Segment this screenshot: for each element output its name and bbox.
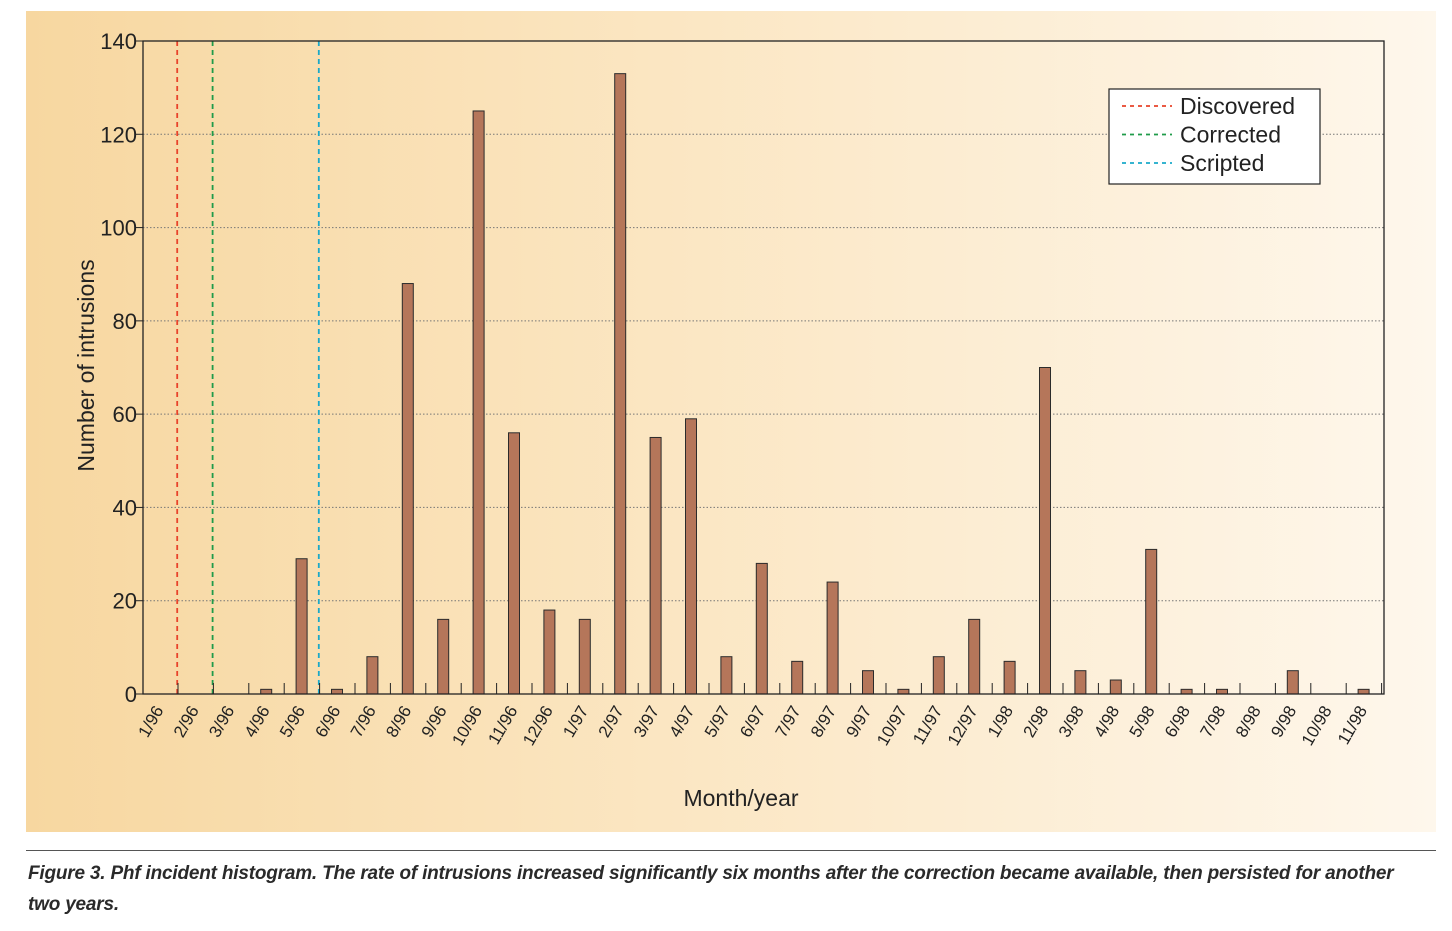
x-tick-label: 7/98 [1196,703,1229,741]
bar [791,660,804,695]
x-tick-label: 10/96 [448,703,486,749]
x-tick-label: 5/96 [276,703,309,741]
legend-label-corrected: Corrected [1180,122,1281,148]
x-tick-label: 5/97 [701,703,734,741]
y-tick-label: 0 [125,682,137,707]
x-tick-label: 8/98 [1232,703,1265,741]
x-tick-label: 9/97 [842,703,875,741]
bar [968,618,981,695]
x-tick-label: 1/96 [134,703,167,741]
bar [649,436,662,695]
bar [295,558,308,695]
legend-box [1108,88,1321,185]
y-tick-label: 60 [113,402,137,427]
x-tick-label: 4/97 [665,703,698,741]
x-tick-label: 11/97 [909,703,946,748]
x-tick-label: 6/97 [736,703,769,741]
figure-caption: Figure 3. Phf incident histogram. The ra… [28,863,1394,915]
x-tick-label: 11/98 [1334,703,1371,748]
x-tick-label: 4/96 [241,703,274,741]
bar [862,670,874,695]
bar [1145,548,1158,695]
x-tick-label: 8/97 [807,703,840,741]
bar [437,618,450,695]
x-tick-label: 2/98 [1019,703,1052,741]
x-tick-label: 4/98 [1090,703,1123,741]
y-tick-label: 20 [113,589,137,614]
bar [1286,670,1299,695]
bar [543,609,556,695]
bar [1039,367,1051,695]
x-tick-label: 3/98 [1055,703,1088,741]
bar [1003,660,1016,695]
bar [897,688,910,695]
bar [472,110,485,695]
y-tick-label: 120 [100,122,137,147]
x-tick-label: 3/96 [205,703,238,741]
bar [366,656,379,695]
y-tick-label: 140 [100,29,137,54]
y-tick-label: 80 [113,309,137,334]
x-tick-label: 9/98 [1267,703,1300,741]
x-axis-label: Month/year [683,785,798,811]
bar [1180,688,1193,695]
x-tick-label: 7/97 [772,703,805,741]
y-tick-label: 100 [100,216,137,241]
bar [1109,679,1122,695]
x-tick-label: 12/97 [944,703,982,749]
y-tick-label: 40 [113,495,137,520]
bar [260,688,273,695]
histogram-chart: 1/96 2/96 3/96 4/96 5/96 6/96 7/96 8/96 9/9610/9… [73,29,1385,811]
x-tick-label: 11/96 [484,703,521,748]
y-axis-label: Number of intrusions [73,259,99,471]
x-tick-label: 1/98 [984,703,1017,741]
x-tick-label: 2/96 [170,703,203,741]
bar [720,656,733,695]
bar [826,581,839,695]
bar [1074,670,1087,695]
x-tick-label: 10/98 [1298,703,1336,749]
bar [755,562,768,695]
x-tick-label: 2/97 [595,703,628,741]
x-tick-label: 12/96 [519,703,557,749]
bar [614,73,627,695]
bar [401,283,414,695]
plot-frame [142,40,1385,695]
bar [508,432,520,695]
x-tick-label: 10/97 [873,703,911,749]
x-tick-label: 9/96 [418,703,451,741]
x-tick-label: 6/98 [1161,703,1194,741]
legend-label-scripted: Scripted [1180,150,1264,176]
x-tick-label: 8/96 [382,703,415,741]
x-tick-label: 1/97 [559,703,592,741]
bar [578,618,591,695]
bar [331,688,343,695]
bar [1216,688,1228,695]
x-tick-label: 6/96 [311,703,344,741]
legend-label-discovered: Discovered [1180,93,1295,119]
x-tick-label: 5/98 [1126,703,1159,741]
x-tick-label: 7/96 [347,703,380,741]
bar [1357,688,1370,695]
bar [685,418,697,695]
caption-rule [26,850,1436,851]
bar [932,656,945,695]
x-tick-label: 3/97 [630,703,663,741]
